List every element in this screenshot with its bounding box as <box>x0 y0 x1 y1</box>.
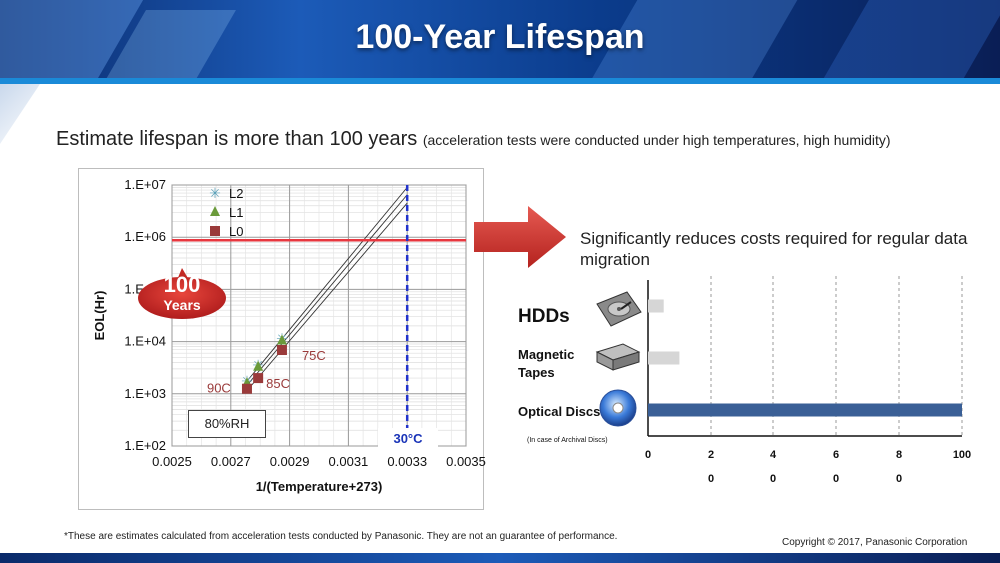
category-optical-discs: Optical Discs <box>518 404 601 419</box>
x-tick-label: 8 <box>896 449 902 461</box>
humidity-label: 80%RH <box>188 410 266 438</box>
x-tick-label-secondary: 0 <box>770 473 776 485</box>
callout-text: 100 Years <box>137 272 227 313</box>
subtitle-main: Estimate lifespan is more than 100 years <box>56 128 418 150</box>
x-tick-label: 6 <box>833 449 839 461</box>
footnote: *These are estimates calculated from acc… <box>64 531 618 542</box>
title-banner <box>0 0 1000 80</box>
corner-decoration <box>0 84 40 144</box>
slide-title: 100-Year Lifespan <box>355 18 645 56</box>
tape-cartridge-icon <box>595 343 641 371</box>
temperature-label: 30°C <box>378 428 438 450</box>
lifespan-chart-frame <box>78 168 484 510</box>
copyright: Copyright © 2017, Panasonic Corporation <box>782 537 968 548</box>
bottom-bar <box>0 553 1000 563</box>
cost-description: Significantly reduces costs required for… <box>580 229 968 269</box>
bar-magnetic-tapes <box>648 351 680 365</box>
x-tick-label-secondary: 0 <box>833 473 839 485</box>
right-arrow-icon <box>474 206 566 268</box>
optical-disc-icon <box>599 389 637 427</box>
x-tick-label-secondary: 0 <box>708 473 714 485</box>
x-tick-label: 2 <box>708 449 714 461</box>
bar-optical-discs <box>648 403 962 417</box>
slide-subtitle: Estimate lifespan is more than 100 years… <box>56 128 891 151</box>
subtitle-note: (acceleration tests were conducted under… <box>422 132 891 148</box>
x-tick-label-secondary: 0 <box>896 473 902 485</box>
hard-drive-icon <box>596 291 642 327</box>
category-hdds: HDDs <box>518 306 570 327</box>
x-tick-label: 0 <box>645 449 651 461</box>
x-tick-label: 4 <box>770 449 777 461</box>
x-tick-label: 100 <box>953 449 971 461</box>
hundred-years-callout <box>138 268 226 319</box>
callout-word: Years <box>163 297 201 313</box>
callout-number: 100 <box>163 272 201 297</box>
bar-hdds <box>648 299 664 313</box>
optical-note: (In case of Archival Discs) <box>527 437 608 444</box>
banner-stripe <box>0 78 1000 84</box>
category-magnetic-tapes: Magnetic Tapes <box>518 347 575 380</box>
